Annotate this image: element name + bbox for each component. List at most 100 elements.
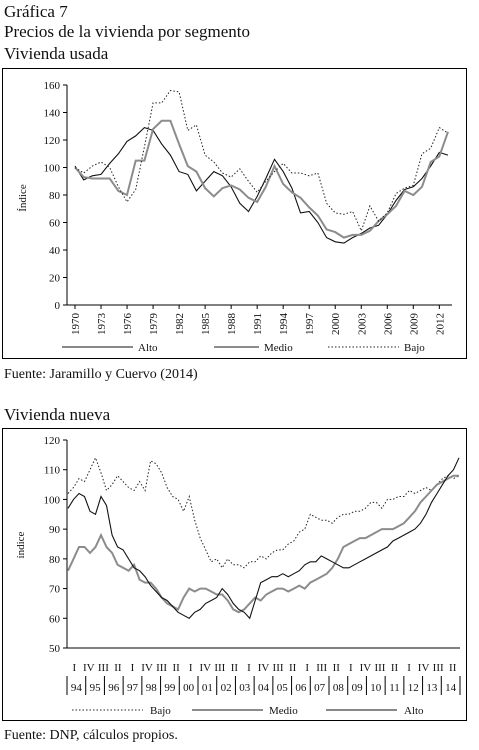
- chart2-year-label: 99: [164, 682, 176, 694]
- chart2-y-tick-label: 70: [49, 584, 61, 596]
- chart2-quarter-label: I: [189, 662, 193, 674]
- chart1-source: Fuente: Jaramillo y Cuervo (2014): [4, 367, 198, 382]
- chart2-year-label: 10: [370, 682, 382, 694]
- chart2-quarter-label: III: [214, 662, 225, 674]
- chart2-quarter-label: IV: [258, 662, 270, 674]
- chart2-series-alto: [67, 457, 460, 620]
- chart2-year-label: 02: [221, 682, 232, 694]
- chart2-year-label: 06: [295, 682, 307, 694]
- chart2-year-label: 00: [183, 682, 195, 694]
- chart1-y-tick-label: 80: [49, 190, 61, 202]
- chart1-x-tick-label: 2009: [408, 313, 420, 336]
- chart2-quarter-label: IV: [199, 662, 211, 674]
- chart2-y-tick-label: 120: [44, 435, 61, 447]
- chart1-x-tick-label: 2006: [382, 313, 394, 336]
- chart2-quarter-label: IV: [418, 662, 430, 674]
- chart1-x-tick-label: 1982: [174, 313, 186, 335]
- chart2-y-tick-label: 60: [49, 613, 61, 625]
- chart1-frame: [2, 68, 467, 359]
- chart2-quarter-label: II: [391, 662, 399, 674]
- chart2-y-tick-label: 110: [44, 465, 61, 477]
- chart2-quarter-label: II: [231, 662, 239, 674]
- chart2-year-label: 13: [426, 682, 438, 694]
- chart2-year-label: 04: [258, 682, 270, 694]
- chart2-year-label: 14: [445, 682, 457, 694]
- chart2-source: Fuente: DNP, cálculos propios.: [4, 728, 178, 743]
- chart1-x-tick-label: 2000: [330, 313, 342, 336]
- chart1-y-tick-label: 40: [49, 245, 61, 257]
- chart1-series-medio: [74, 119, 449, 239]
- chart1-legend-label-alto: Alto: [138, 342, 158, 354]
- chart2-quarter-label: III: [98, 662, 109, 674]
- chart2-y-tick-label: 90: [49, 524, 61, 536]
- chart2-quarter-label: II: [449, 662, 457, 674]
- chart1-y-tick-label: 0: [55, 300, 61, 312]
- chart2-year-label: 94: [71, 682, 83, 694]
- chart2-y-axis-label: índice: [15, 531, 27, 558]
- chart1-y-tick-label: 60: [49, 218, 61, 230]
- chart1-x-tick-label: 1994: [278, 313, 290, 336]
- chart2-frame: [2, 428, 467, 721]
- chart2-quarter-label: IV: [141, 662, 153, 674]
- chart1-x-tick-label: 2003: [356, 313, 368, 336]
- chart1-y-tick-label: 120: [44, 135, 61, 147]
- chart2-y-tick-label: 80: [49, 554, 61, 566]
- chart2-quarter-label: II: [289, 662, 297, 674]
- chart2-y-tick-label: 100: [44, 494, 61, 506]
- chart2-quarter-label: III: [374, 662, 385, 674]
- chart1-x-tick-label: 1979: [148, 313, 160, 336]
- chart2-year-label: 12: [408, 682, 419, 694]
- chart2-quarter-label: I: [305, 662, 309, 674]
- chart1-series-alto: [74, 126, 449, 244]
- chart2-quarter-label: I: [407, 662, 411, 674]
- chart2-quarter-label: II: [333, 662, 341, 674]
- chart2-series-bajo: [67, 456, 460, 569]
- chart2-legend-label-alto: Alto: [404, 705, 424, 717]
- chart2-legend-label-bajo: Bajo: [150, 705, 171, 717]
- chart2-year-label: 07: [314, 682, 326, 694]
- chart2-quarter-label: III: [273, 662, 284, 674]
- chart1-y-axis-label: Índice: [17, 184, 29, 212]
- figure-subtitle: Precios de la vivienda por segmento: [4, 22, 250, 41]
- chart2-quarter-label: IV: [83, 662, 95, 674]
- chart2-year-label: 96: [108, 682, 120, 694]
- chart2-quarter-label: II: [173, 662, 181, 674]
- chart2-year-label: 97: [127, 682, 139, 694]
- chart1-x-tick-label: 2012: [434, 313, 446, 335]
- chart1-y-tick-label: 160: [44, 80, 61, 92]
- chart1-x-tick-label: 1991: [252, 313, 264, 335]
- chart2-quarter-label: I: [247, 662, 251, 674]
- chart1-y-tick-label: 100: [44, 163, 61, 175]
- chart2-year-label: 03: [239, 682, 251, 694]
- chart2-year-label: 05: [277, 682, 289, 694]
- chart2-legend-label-medio: Medio: [269, 705, 298, 717]
- chart2-quarter-label: I: [72, 662, 76, 674]
- chart2-year-label: 08: [333, 682, 345, 694]
- chart1-legend-label-bajo: Bajo: [404, 342, 425, 354]
- chart2-title: Vivienda nueva: [4, 405, 111, 424]
- chart1-series-bajo: [74, 89, 449, 233]
- chart2-quarter-label: I: [131, 662, 135, 674]
- chart1-x-tick-label: 1976: [122, 313, 134, 336]
- chart1-y-tick-label: 140: [44, 108, 61, 120]
- chart2-year-label: 95: [90, 682, 102, 694]
- chart2-quarter-label: IV: [360, 662, 372, 674]
- chart1-x-tick-label: 1988: [226, 313, 238, 336]
- chart1-x-tick-label: 1985: [200, 313, 212, 336]
- chart1-y-tick-label: 20: [49, 273, 61, 285]
- chart2-year-label: 98: [146, 682, 158, 694]
- chart2-year-label: 11: [389, 682, 400, 694]
- figure-label: Gráfica 7: [4, 2, 68, 21]
- chart2-year-label: 09: [352, 682, 364, 694]
- chart1-x-tick-label: 1997: [304, 313, 316, 336]
- chart2-quarter-label: II: [114, 662, 122, 674]
- chart1-legend-label-medio: Medio: [264, 342, 293, 354]
- chart2-quarter-label: III: [433, 662, 444, 674]
- chart2-year-label: 01: [202, 682, 213, 694]
- chart2-quarter-label: III: [156, 662, 167, 674]
- chart1-title: Vivienda usada: [4, 44, 109, 63]
- chart1-x-tick-label: 1973: [96, 313, 108, 336]
- chart2-quarter-label: III: [316, 662, 327, 674]
- chart1-x-tick-label: 1970: [70, 313, 82, 336]
- chart2-quarter-label: I: [349, 662, 353, 674]
